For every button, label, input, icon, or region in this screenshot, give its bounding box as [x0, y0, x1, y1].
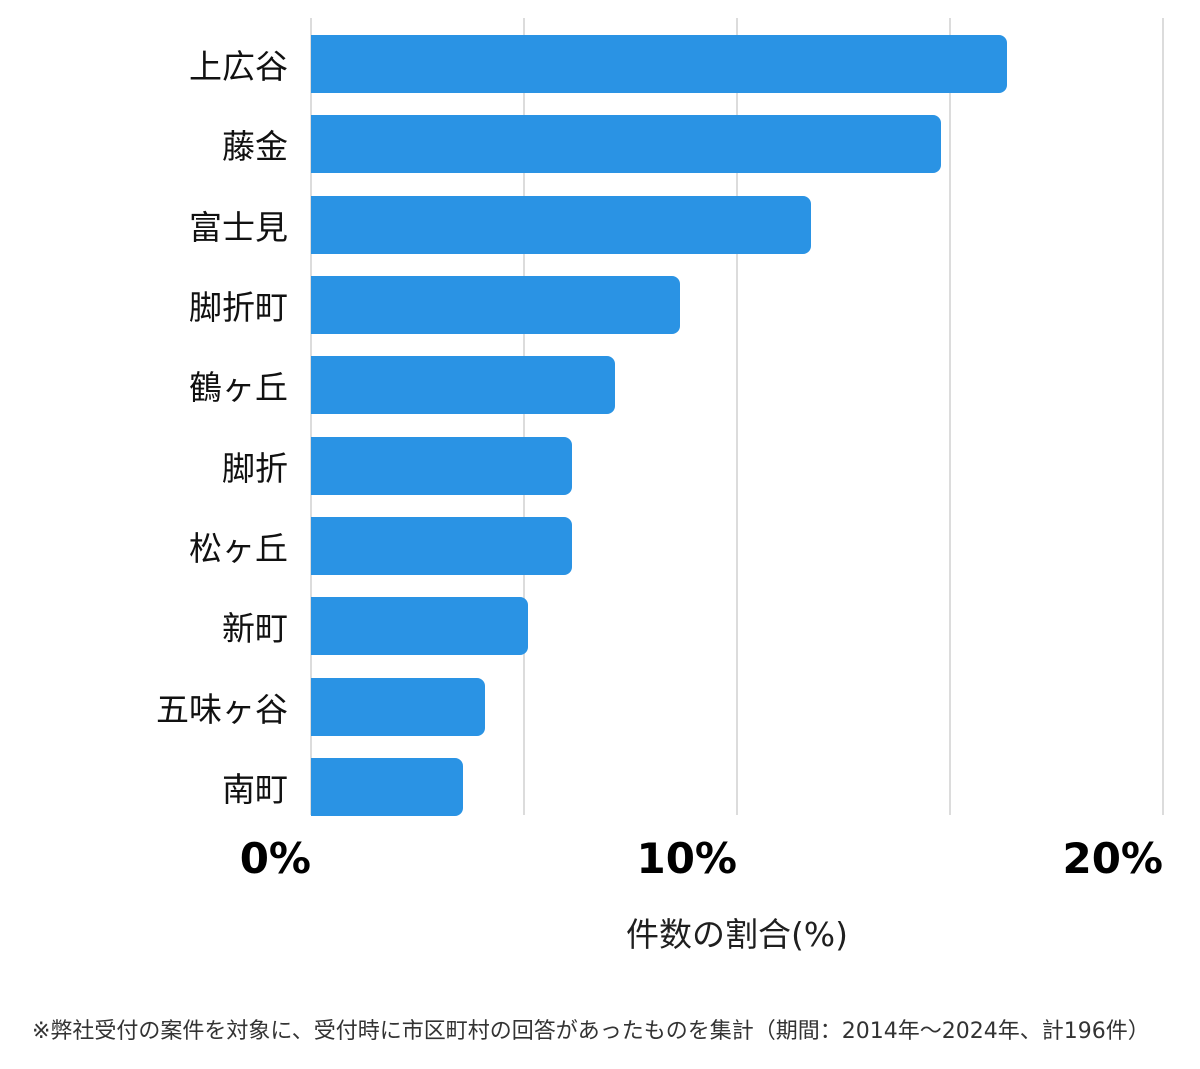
bar — [311, 436, 572, 495]
bar — [311, 356, 616, 415]
gridline — [523, 18, 525, 815]
plot-area — [310, 18, 1164, 816]
category-label: 新町 — [222, 609, 288, 649]
category-label: 富士見 — [189, 207, 288, 247]
bar — [311, 275, 681, 334]
category-label: 松ヶ丘 — [189, 528, 288, 568]
x-tick-label: 0% — [239, 834, 311, 883]
category-label: 藤金 — [222, 127, 288, 167]
bar — [311, 115, 942, 174]
gridline — [310, 18, 312, 815]
footnote: ※弊社受付の案件を対象に、受付時に市区町村の回答があったものを集計（期間：201… — [32, 1019, 1150, 1044]
bar — [311, 597, 529, 656]
bar — [311, 516, 572, 575]
x-tick-label: 20% — [1062, 834, 1163, 883]
bar — [311, 195, 811, 254]
category-label: 脚折 — [222, 448, 288, 488]
category-label: 南町 — [222, 769, 288, 809]
category-label: 上広谷 — [189, 47, 288, 86]
gridline — [949, 18, 951, 815]
category-label: 脚折町 — [189, 287, 288, 327]
bar — [311, 757, 464, 816]
x-tick-label: 10% — [636, 834, 737, 883]
bar — [311, 677, 485, 736]
gridline — [736, 18, 738, 815]
x-axis-title: 件数の割合(%) — [625, 915, 849, 954]
bar — [311, 35, 1007, 93]
category-label: 五味ヶ谷 — [156, 689, 288, 729]
category-label: 鶴ヶ丘 — [189, 368, 288, 408]
gridline — [1162, 18, 1164, 815]
